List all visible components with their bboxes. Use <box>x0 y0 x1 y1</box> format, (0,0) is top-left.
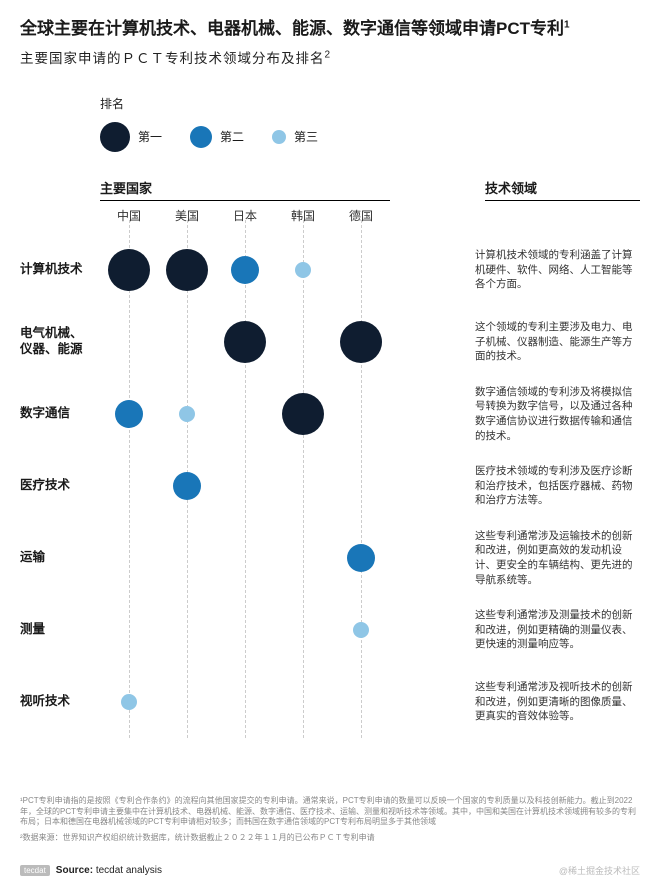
cell <box>100 450 158 522</box>
rank-dot-3 <box>121 694 137 710</box>
rank-dot-1 <box>108 249 150 291</box>
cell <box>158 378 216 450</box>
cell <box>100 594 158 666</box>
row-description: 这个领域的专利主要涉及电力、电子机械、仪器制造、能源生产等方面的技术。 <box>475 320 640 364</box>
footnote-2: ²数据来源：世界知识产权组织统计数据库，统计数据截止２０２２年１１月的已公布ＰＣ… <box>20 833 640 844</box>
cell <box>216 666 274 738</box>
rank-dot-2 <box>115 400 143 428</box>
table-row: 计算机技术 计算机技术领域的专利涵盖了计算机硬件、软件、网络、人工智能等各个方面。 <box>20 234 640 306</box>
cell <box>274 666 332 738</box>
rank-dot-3 <box>353 622 369 638</box>
cell <box>158 594 216 666</box>
row-description: 计算机技术领域的专利涵盖了计算机硬件、软件、网络、人工智能等各个方面。 <box>475 248 640 292</box>
legend-dot-icon <box>272 130 286 144</box>
rank-dot-2 <box>347 544 375 572</box>
row-description: 医疗技术领域的专利涉及医疗诊断和治疗技术，包括医疗器械、药物和治疗方法等。 <box>475 464 640 508</box>
cell <box>274 450 332 522</box>
cell <box>100 234 158 306</box>
row-label: 测量 <box>20 622 100 638</box>
row-label: 视听技术 <box>20 694 100 710</box>
rank-dot-2 <box>231 256 259 284</box>
legend-label: 第一 <box>138 128 162 145</box>
table-row: 运输 这些专利通常涉及运输技术的创新和改进，例如更高效的发动机设计、更安全的车辆结… <box>20 522 640 594</box>
dot-matrix-chart: 计算机技术 计算机技术领域的专利涵盖了计算机硬件、软件、网络、人工智能等各个方面。… <box>20 234 640 738</box>
legend-item-3: 第三 <box>272 128 318 145</box>
country-label-2: 日本 <box>216 207 274 224</box>
row-label: 运输 <box>20 550 100 566</box>
source-text: Source: tecdat analysis <box>56 865 162 876</box>
row-description: 这些专利通常涉及运输技术的创新和改进，例如更高效的发动机设计、更安全的车辆结构、… <box>475 529 640 588</box>
country-labels: 中国美国日本韩国德国 <box>100 207 640 224</box>
row-description: 数字通信领域的专利涉及将模拟信号转换为数字信号，以及通过各种数字通信协议进行数据… <box>475 385 640 444</box>
table-row: 电气机械、仪器、能源 这个领域的专利主要涉及电力、电子机械、仪器制造、能源生产等方… <box>20 306 640 378</box>
cell <box>332 378 390 450</box>
cell <box>332 522 390 594</box>
cell <box>332 450 390 522</box>
row-label: 数字通信 <box>20 406 100 422</box>
table-row: 数字通信 数字通信领域的专利涉及将模拟信号转换为数字信号，以及通过各种数字通信协议… <box>20 378 640 450</box>
legend-dot-icon <box>190 126 212 148</box>
row-label: 医疗技术 <box>20 478 100 494</box>
cell <box>274 378 332 450</box>
rank-dot-1 <box>282 393 324 435</box>
legend-title: 排名 <box>100 95 640 112</box>
row-label: 计算机技术 <box>20 262 100 278</box>
legend-dot-icon <box>100 122 130 152</box>
main-title: 全球主要在计算机技术、电器机械、能源、数字通信等领域申请PCT专利1 <box>20 18 640 41</box>
cell <box>100 666 158 738</box>
source-badge: tecdat <box>20 865 50 876</box>
cell <box>274 594 332 666</box>
cell <box>332 666 390 738</box>
watermark: @稀土掘金技术社区 <box>559 864 640 877</box>
legend-item-1: 第一 <box>100 122 162 152</box>
footnotes: ¹PCT专利申请指的是按照《专利合作条约》的流程向其他国家提交的专利申请。通常来… <box>20 796 640 849</box>
country-label-3: 韩国 <box>274 207 332 224</box>
footnote-1: ¹PCT专利申请指的是按照《专利合作条约》的流程向其他国家提交的专利申请。通常来… <box>20 796 640 828</box>
cell <box>158 522 216 594</box>
cell <box>158 306 216 378</box>
column-headers: 主要国家 技术领域 <box>20 178 640 201</box>
cell <box>158 450 216 522</box>
cell <box>274 234 332 306</box>
header-domain: 技术领域 <box>485 178 640 201</box>
cell <box>216 450 274 522</box>
cell <box>332 306 390 378</box>
country-label-4: 德国 <box>332 207 390 224</box>
cell <box>216 522 274 594</box>
cell <box>216 234 274 306</box>
cell <box>158 666 216 738</box>
table-row: 视听技术 这些专利通常涉及视听技术的创新和改进，例如更清晰的图像质量、更真实的音效… <box>20 666 640 738</box>
cell <box>274 522 332 594</box>
country-label-1: 美国 <box>158 207 216 224</box>
rank-dot-1 <box>166 249 208 291</box>
row-description: 这些专利通常涉及测量技术的创新和改进，例如更精确的测量仪表、更快速的测量响应等。 <box>475 608 640 652</box>
cell <box>100 522 158 594</box>
legend-label: 第二 <box>220 128 244 145</box>
cell <box>100 378 158 450</box>
cell <box>274 306 332 378</box>
cell <box>332 234 390 306</box>
subtitle: 主要国家申请的ＰＣＴ专利技术领域分布及排名2 <box>20 47 640 67</box>
row-label: 电气机械、仪器、能源 <box>20 326 100 357</box>
cell <box>216 594 274 666</box>
cell <box>216 378 274 450</box>
row-description: 这些专利通常涉及视听技术的创新和改进，例如更清晰的图像质量、更真实的音效体验等。 <box>475 680 640 724</box>
legend: 排名 第一 第二 第三 <box>100 95 640 152</box>
header-countries: 主要国家 <box>100 178 390 201</box>
rank-dot-1 <box>340 321 382 363</box>
source-row: tecdat Source: tecdat analysis @稀土掘金技术社区 <box>20 864 640 877</box>
table-row: 医疗技术 医疗技术领域的专利涉及医疗诊断和治疗技术，包括医疗器械、药物和治疗方法等… <box>20 450 640 522</box>
rank-dot-1 <box>224 321 266 363</box>
rank-dot-3 <box>295 262 311 278</box>
cell <box>158 234 216 306</box>
cell <box>332 594 390 666</box>
legend-label: 第三 <box>294 128 318 145</box>
cell <box>100 306 158 378</box>
country-label-0: 中国 <box>100 207 158 224</box>
rank-dot-3 <box>179 406 195 422</box>
rank-dot-2 <box>173 472 201 500</box>
cell <box>216 306 274 378</box>
table-row: 测量 这些专利通常涉及测量技术的创新和改进，例如更精确的测量仪表、更快速的测量响应… <box>20 594 640 666</box>
legend-item-2: 第二 <box>190 126 244 148</box>
